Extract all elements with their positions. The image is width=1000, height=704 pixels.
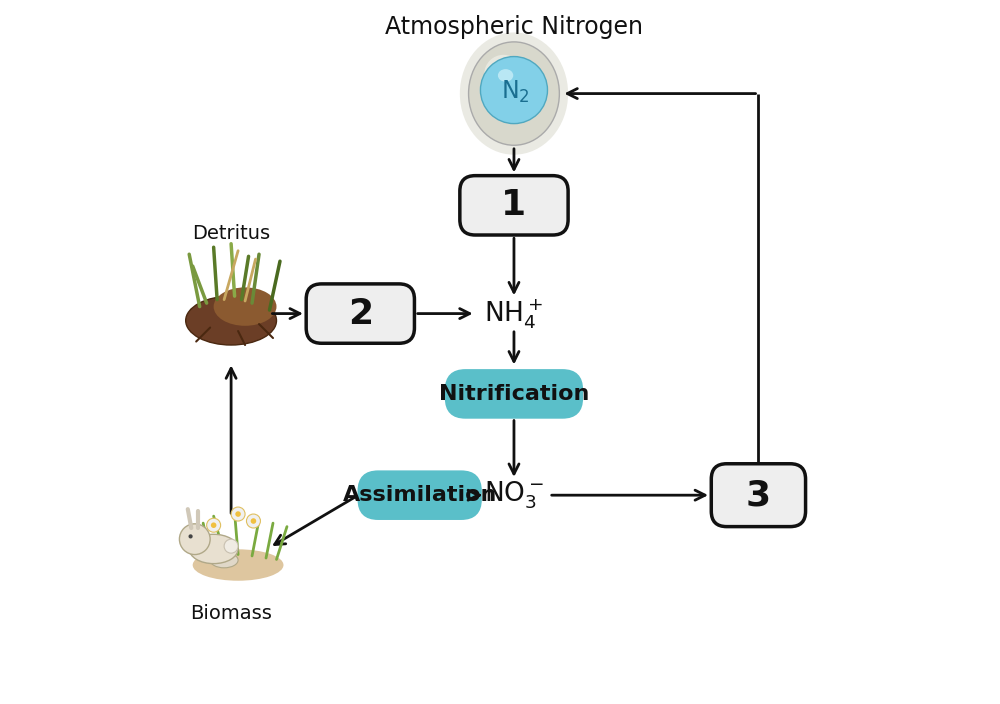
Ellipse shape	[498, 69, 513, 82]
Text: Atmospheric Nitrogen: Atmospheric Nitrogen	[385, 15, 643, 39]
FancyBboxPatch shape	[460, 175, 568, 235]
Ellipse shape	[186, 296, 276, 345]
Ellipse shape	[214, 287, 276, 326]
Text: Assimilation: Assimilation	[342, 485, 497, 505]
Ellipse shape	[484, 55, 523, 93]
Text: Detritus: Detritus	[192, 224, 270, 243]
FancyBboxPatch shape	[359, 472, 481, 519]
Circle shape	[188, 534, 193, 539]
Ellipse shape	[210, 553, 238, 568]
Text: $\mathrm{NO_3^-}$: $\mathrm{NO_3^-}$	[484, 479, 544, 511]
Circle shape	[224, 539, 238, 553]
Text: Biomass: Biomass	[190, 605, 272, 624]
Circle shape	[179, 524, 210, 555]
FancyBboxPatch shape	[446, 370, 582, 417]
Text: $\mathrm{N_2}$: $\mathrm{N_2}$	[501, 78, 530, 105]
Circle shape	[211, 522, 216, 528]
Text: 1: 1	[501, 189, 527, 222]
FancyBboxPatch shape	[306, 284, 414, 344]
Circle shape	[235, 511, 241, 517]
Circle shape	[246, 514, 260, 528]
Ellipse shape	[469, 42, 559, 145]
Ellipse shape	[460, 32, 568, 155]
Text: Nitrification: Nitrification	[439, 384, 589, 404]
FancyBboxPatch shape	[711, 464, 806, 527]
Circle shape	[251, 518, 256, 524]
Circle shape	[480, 56, 547, 124]
Ellipse shape	[189, 534, 238, 564]
Circle shape	[207, 518, 221, 532]
Text: $\mathrm{NH_4^+}$: $\mathrm{NH_4^+}$	[484, 296, 543, 331]
Ellipse shape	[193, 549, 283, 581]
Text: 2: 2	[348, 296, 373, 331]
Text: 3: 3	[746, 478, 771, 513]
Circle shape	[231, 507, 245, 521]
